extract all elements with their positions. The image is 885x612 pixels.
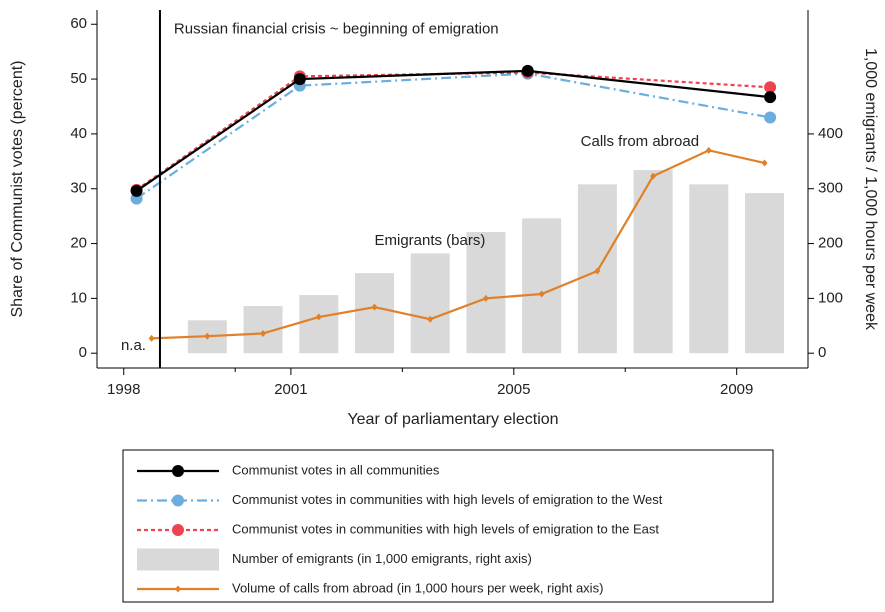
bar <box>633 170 673 354</box>
y-tick-label: 30 <box>70 180 87 197</box>
point <box>371 303 378 311</box>
point <box>705 146 712 154</box>
point <box>427 315 434 323</box>
y-tick-label: 50 <box>70 70 87 87</box>
point <box>315 313 322 321</box>
legend-marker <box>172 465 184 477</box>
point <box>148 334 155 342</box>
legend-label: Number of emigrants (in 1,000 emigrants,… <box>232 551 532 566</box>
legend-marker <box>175 585 181 593</box>
y-tick-label: 0 <box>79 344 87 361</box>
point <box>260 329 267 337</box>
x-tick-label: 2009 <box>720 381 753 398</box>
legend-marker <box>172 494 184 507</box>
point <box>764 81 777 94</box>
x-tick-label: 2001 <box>274 381 307 398</box>
bar <box>410 253 450 354</box>
point <box>764 111 777 124</box>
point <box>293 73 306 86</box>
legend-label: Communist votes in all communities <box>232 462 440 477</box>
legend-label: Communist votes in communities with high… <box>232 492 663 507</box>
x-axis-label: Year of parliamentary election <box>347 411 558 428</box>
legend-marker <box>172 524 184 536</box>
bar <box>745 193 785 354</box>
point <box>130 184 143 197</box>
y-tick-label: 20 <box>70 235 87 252</box>
bar <box>522 218 562 354</box>
bar <box>299 295 339 354</box>
y2-tick-label: 300 <box>818 180 843 197</box>
y2-tick-label: 100 <box>818 289 843 306</box>
point <box>761 159 768 167</box>
line <box>135 69 771 192</box>
y2-tick-label: 0 <box>818 344 826 361</box>
line <box>151 149 765 340</box>
bar <box>354 273 394 354</box>
point <box>521 64 534 77</box>
legend-box <box>122 449 774 603</box>
y-tick-label: 10 <box>70 289 87 306</box>
y-axis-label: Share of Communist votes (percent) <box>9 61 26 318</box>
point <box>538 290 545 298</box>
point <box>204 332 211 340</box>
line <box>135 71 771 191</box>
y2-tick-label: 400 <box>818 125 843 142</box>
point <box>594 267 601 275</box>
y-tick-label: 60 <box>70 15 87 32</box>
annotation: Emigrants (bars) <box>374 232 485 249</box>
line <box>135 72 771 200</box>
bar <box>689 184 729 354</box>
legend-label: Volume of calls from abroad (in 1,000 ho… <box>232 580 603 595</box>
point <box>764 91 777 104</box>
y2-axis-label: 1,000 emigrants / 1,000 hours per week <box>862 48 879 331</box>
y-tick-label: 40 <box>70 125 87 142</box>
legend-label: Communist votes in communities with high… <box>232 521 659 536</box>
annotation: n.a. <box>121 337 146 354</box>
point <box>482 294 489 302</box>
point <box>650 172 657 180</box>
x-tick-label: 1998 <box>107 381 140 398</box>
legend-swatch <box>137 548 219 571</box>
bar <box>466 232 506 354</box>
x-tick-label: 2005 <box>497 381 530 398</box>
y2-tick-label: 200 <box>818 235 843 252</box>
annotation: Russian financial crisis ~ beginning of … <box>174 21 499 38</box>
annotation: Calls from abroad <box>581 133 699 150</box>
